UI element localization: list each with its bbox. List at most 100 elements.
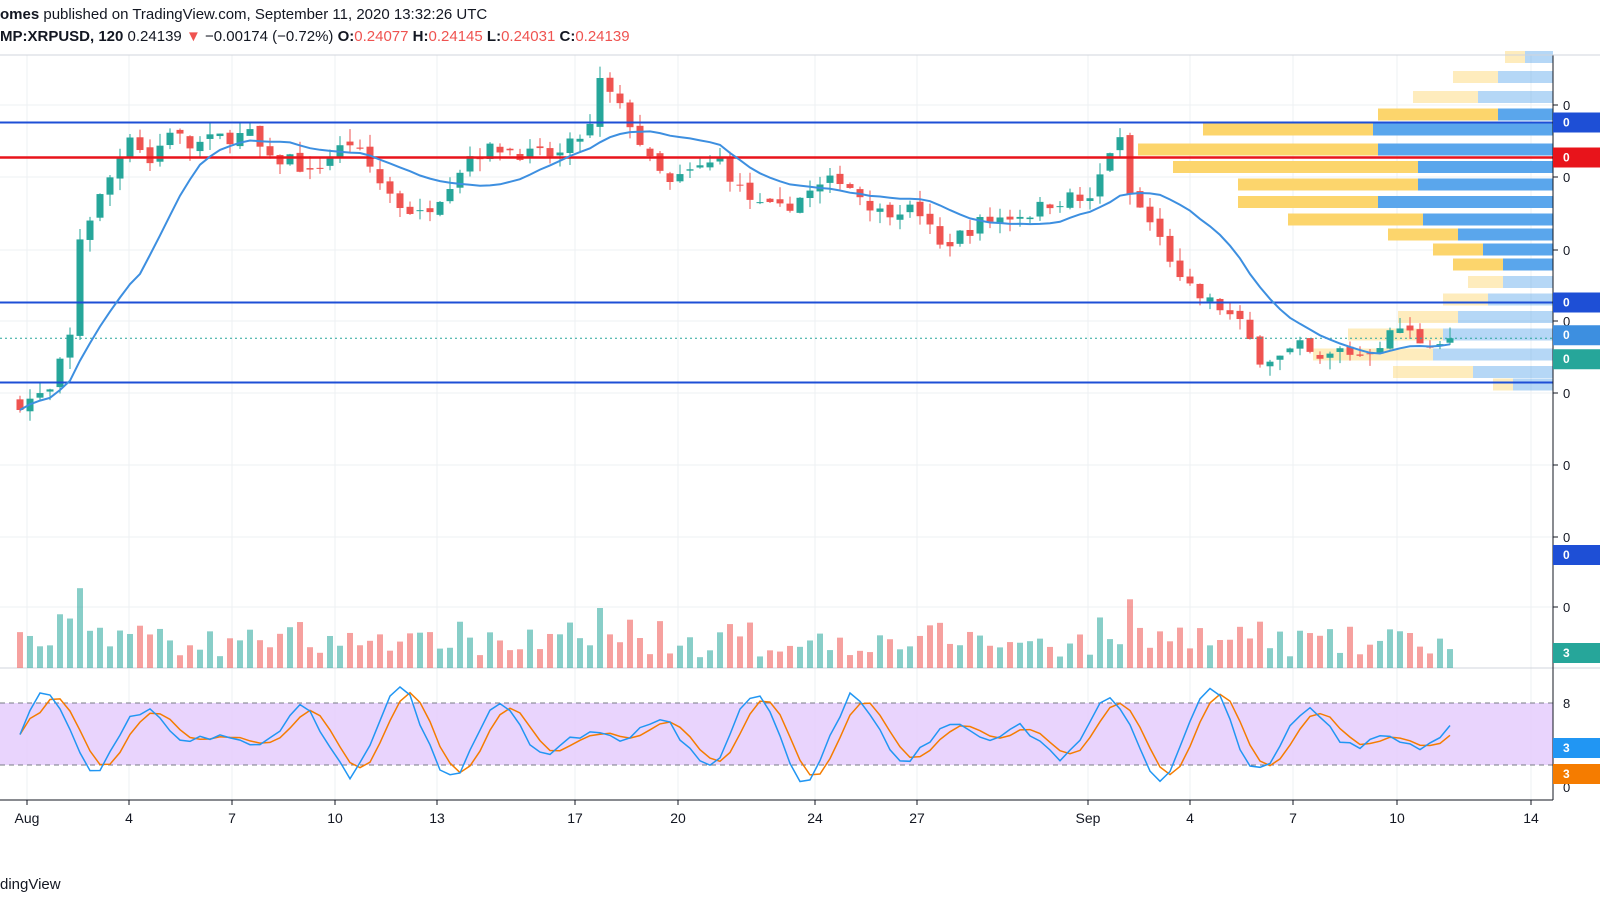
vp-bar-down [1498, 108, 1553, 121]
volume-bar [1217, 640, 1223, 668]
volume-bar [687, 637, 693, 668]
last-price: 0.24139 [127, 28, 182, 45]
candle-body [726, 156, 734, 182]
candle-body [136, 137, 144, 151]
vp-bar-up [1493, 378, 1513, 391]
candle-body [246, 129, 254, 136]
volume-bar [437, 648, 443, 668]
axes: Aug 4 7 10 13 17 20 24 27 Sep 4 7 10 1400000000000000… [0, 54, 1600, 826]
vp-bar-up [1288, 213, 1423, 226]
volume-bar [207, 631, 213, 668]
candle-body [1106, 153, 1114, 171]
vp-bar-down [1488, 293, 1553, 306]
y-tick-label: 0 [1563, 98, 1570, 113]
x-tick-label: 20 [670, 810, 686, 826]
volume-bar [107, 646, 113, 668]
volume-bar [357, 645, 363, 668]
volume-bar [1027, 641, 1033, 668]
vp-bar-up [1453, 258, 1503, 271]
x-tick-label: Aug [15, 810, 40, 826]
volume-bar [787, 645, 793, 668]
volume-bar [1017, 642, 1023, 668]
candle-body [706, 162, 714, 168]
y-tick-label: 0 [1563, 600, 1570, 615]
candle-body [586, 123, 594, 136]
candle-body [776, 199, 784, 204]
volume-bar [467, 637, 473, 668]
volume-bar [1037, 638, 1043, 668]
x-tick-label: 27 [909, 810, 925, 826]
candle-body [556, 152, 564, 156]
candle-body [676, 174, 684, 182]
y-tick-label: 0 [1563, 314, 1570, 329]
candle-body [486, 143, 494, 160]
candle-body [836, 173, 844, 185]
vp-bar-up [1443, 293, 1488, 306]
candle-body [1116, 137, 1124, 151]
volume-bar [697, 657, 703, 668]
candle-body [1246, 319, 1254, 340]
candle-body [596, 78, 604, 127]
candle-body [396, 193, 404, 209]
volume-bar [37, 646, 43, 668]
volume-bar [317, 652, 323, 668]
candle-body [926, 213, 934, 225]
volume-bar [277, 633, 283, 668]
volume-bar [1167, 641, 1173, 668]
candle-body [256, 125, 264, 147]
symbol-info: MP:XRPUSD, 120 0.24139 ▼ −0.00174 (−0.72… [0, 28, 630, 45]
candle-body [746, 182, 754, 200]
candle-body [806, 190, 814, 199]
candle-body [1226, 310, 1234, 315]
price-tag [1553, 349, 1600, 370]
volume-bar [1237, 626, 1243, 668]
candle-body [416, 210, 424, 212]
candle-body [86, 220, 94, 240]
volume-bar [1427, 653, 1433, 668]
vp-bar-up [1238, 178, 1418, 191]
candle-body [966, 229, 974, 236]
volume-bar [297, 622, 303, 668]
candle-body [766, 198, 774, 203]
volume-bar [817, 633, 823, 668]
osc-tick-label: 0 [1563, 780, 1570, 795]
candle-body [1236, 310, 1244, 320]
price-tag [1553, 112, 1600, 133]
volume-bar [257, 640, 263, 668]
candle-body [866, 200, 874, 211]
volume-bar [777, 651, 783, 668]
symbol-label[interactable]: MP:XRPUSD, 120 [0, 28, 124, 45]
volume-bar [497, 640, 503, 668]
volume-bar [407, 633, 413, 668]
volume-bar [1347, 626, 1353, 668]
candle-body [296, 152, 304, 172]
candle-body [1036, 201, 1044, 217]
volume-bar [1277, 631, 1283, 668]
volume-bar [877, 635, 883, 668]
candle-body [666, 173, 674, 183]
candle-body [626, 102, 634, 128]
candle-body [756, 202, 764, 204]
candle-body [1296, 340, 1304, 349]
volume-bar [147, 634, 153, 668]
vp-bar-down [1418, 178, 1553, 191]
candle-body [796, 197, 804, 213]
vp-bar-down [1458, 228, 1553, 241]
x-tick-label: 7 [1289, 810, 1297, 826]
candle-body [1096, 174, 1104, 197]
volume-bar [1387, 629, 1393, 668]
price-tag-label: 0 [1563, 328, 1570, 342]
vp-bar-up [1398, 311, 1458, 323]
candle-body [616, 93, 624, 104]
candle-body [106, 177, 114, 195]
volume-bar [1107, 639, 1113, 668]
vp-bar-down [1443, 328, 1553, 341]
candle-body [1276, 355, 1284, 360]
candle-body [66, 334, 74, 358]
y-tick-label: 0 [1563, 530, 1570, 545]
low-label: L: [486, 28, 502, 45]
volume-bar [947, 643, 953, 668]
candle-body [116, 157, 124, 179]
volume-bar [1157, 631, 1163, 668]
